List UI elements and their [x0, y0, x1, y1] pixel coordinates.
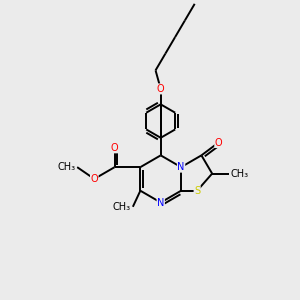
Text: CH₃: CH₃: [58, 162, 76, 172]
Text: N: N: [157, 197, 164, 208]
Text: O: O: [111, 143, 119, 153]
Text: O: O: [91, 174, 98, 184]
Text: CH₃: CH₃: [230, 169, 248, 178]
Text: O: O: [215, 137, 222, 148]
Text: CH₃: CH₃: [112, 202, 131, 212]
Text: O: O: [157, 84, 164, 94]
Text: N: N: [177, 162, 185, 172]
Text: S: S: [194, 186, 200, 196]
